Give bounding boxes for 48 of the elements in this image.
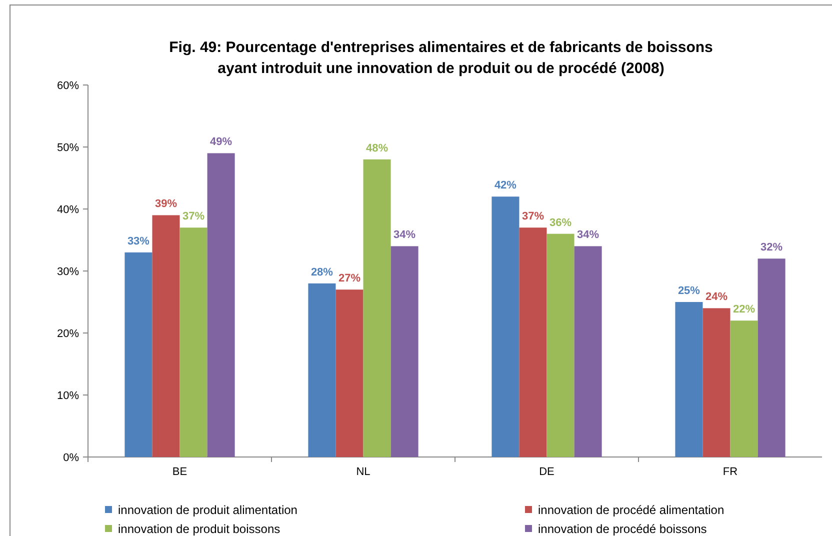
data-label: 32% xyxy=(760,242,783,254)
bar xyxy=(390,246,418,457)
y-tick-label: 50% xyxy=(56,142,80,154)
data-label: 48% xyxy=(366,142,388,154)
data-label: 24% xyxy=(705,291,728,304)
chart-title: Fig. 49: Pourcentage d'entreprises alimentaires et de fabricants de boissons ayant introduit une innovation de produit ou de procédé (2008) xyxy=(169,39,713,77)
legend-label: innovation de procédé boissons xyxy=(538,522,707,536)
y-tick-label: 0% xyxy=(63,452,80,464)
bar xyxy=(758,258,786,457)
bar xyxy=(124,252,152,457)
y-tick-label: 30% xyxy=(56,266,80,278)
data-label: 39% xyxy=(154,198,178,210)
x-tick-label: BE xyxy=(172,466,188,478)
x-tick-label: NL xyxy=(356,466,370,478)
data-label: 34% xyxy=(577,229,600,242)
bar xyxy=(336,290,364,457)
bar xyxy=(546,234,574,457)
x-tick-label: DE xyxy=(539,466,554,478)
y-tick-label: 60% xyxy=(56,80,80,92)
bar xyxy=(730,320,758,457)
data-label: 37% xyxy=(522,210,544,223)
bar xyxy=(675,302,703,457)
data-label: 33% xyxy=(127,235,150,248)
legend-label: innovation de produit alimentation xyxy=(118,503,298,518)
data-label: 36% xyxy=(549,216,572,229)
bar xyxy=(702,308,730,457)
data-label: 28% xyxy=(310,266,334,278)
bar xyxy=(363,159,391,457)
data-label: 49% xyxy=(210,136,232,148)
bar xyxy=(492,196,520,457)
y-tick-label: 10% xyxy=(56,390,80,402)
data-label: 22% xyxy=(732,304,756,316)
data-label: 37% xyxy=(182,210,205,223)
data-label: 27% xyxy=(338,272,361,285)
y-tick-label: 20% xyxy=(56,328,80,340)
legend-label: innovation de produit boissons xyxy=(118,522,280,536)
bar xyxy=(207,153,235,457)
bar xyxy=(180,228,208,457)
data-label: 25% xyxy=(678,285,700,297)
legend-label: innovation de procédé alimentation xyxy=(538,503,724,518)
y-tick-label: 40% xyxy=(56,204,80,216)
bar xyxy=(574,246,602,457)
bar xyxy=(152,215,180,457)
x-tick-label: FR xyxy=(722,466,738,478)
data-label: 34% xyxy=(394,229,416,242)
bar xyxy=(308,283,336,457)
bar xyxy=(519,228,547,457)
data-label: 42% xyxy=(494,180,517,192)
